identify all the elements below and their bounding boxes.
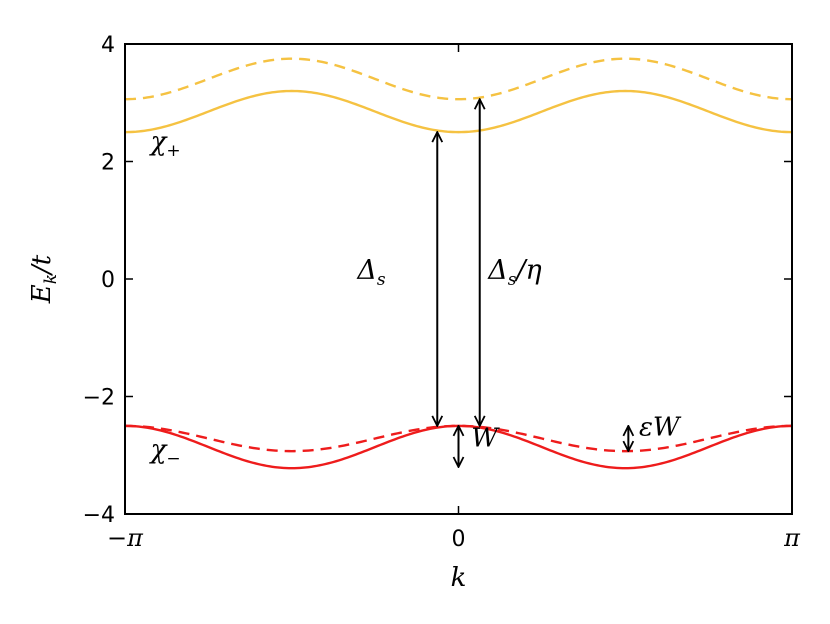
chi-plus-label: χ+ [149,127,181,161]
chi-plus-dashed-curve [124,57,793,101]
chi-plus-solid-curve [124,89,793,134]
x-tick-label: 0 [452,527,466,552]
x-tick-label: π [783,524,801,552]
annotations-layer: χ+ χ− Δs Δs/η W εW [149,99,682,469]
chi-minus-dashed-curve [124,424,793,453]
x-axis-label: k [451,563,467,593]
y-tick-label: 0 [101,268,115,293]
delta-s-label: Δs [356,255,386,290]
y-tick-label: −4 [83,503,115,528]
delta-s-eta-label: Δs/η [487,255,542,290]
eps-w-label: εW [639,412,682,442]
y-tick-label: −2 [83,386,115,411]
ticks-layer: −π 0 π −4 −2 0 2 4 [83,33,802,552]
x-tick-label: −π [107,524,144,552]
y-axis-label: Ek/t [27,254,61,304]
chi-minus-label: χ− [149,435,181,469]
w-label: W [471,423,500,453]
y-tick-label: 2 [101,151,115,176]
y-tick-label: 4 [101,33,115,58]
curves-layer [124,57,793,470]
